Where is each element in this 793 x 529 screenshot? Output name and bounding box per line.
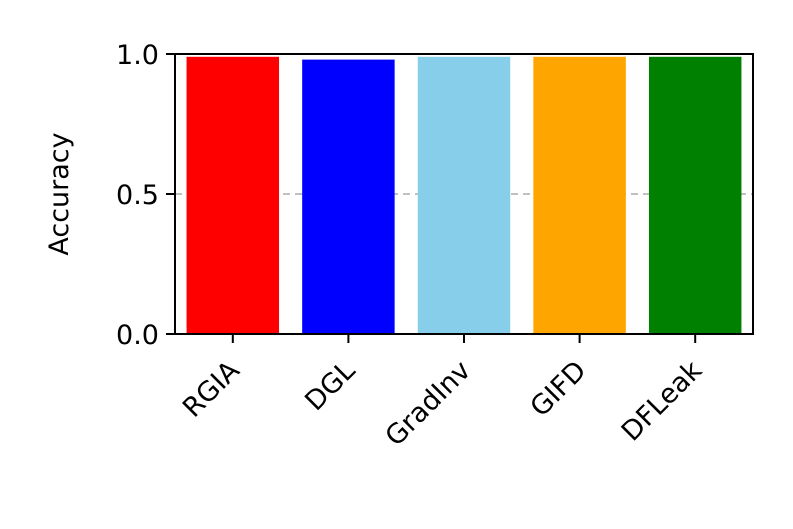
bar-dfleak bbox=[648, 56, 742, 335]
bar-gradinv bbox=[417, 56, 511, 335]
y-tick-label: 0.0 bbox=[116, 320, 159, 351]
y-tick-label: 1.0 bbox=[116, 40, 159, 71]
bar-gifd bbox=[533, 56, 626, 335]
x-tick-label: GradInv bbox=[380, 355, 477, 452]
x-ticks: RGIA DGL GradInv GIFD DFLeak bbox=[177, 334, 708, 452]
x-tick-label: RGIA bbox=[177, 355, 246, 424]
x-tick-label: DGL bbox=[299, 355, 361, 417]
x-tick-label: DFLeak bbox=[616, 355, 709, 448]
y-ticks: 0.0 0.5 1.0 bbox=[116, 40, 175, 351]
y-axis-label: Accuracy bbox=[44, 132, 75, 255]
x-tick-label: GIFD bbox=[525, 355, 593, 423]
bar-dgl bbox=[302, 59, 395, 334]
bars-layer bbox=[186, 56, 742, 335]
y-tick-label: 0.5 bbox=[116, 180, 159, 211]
bar-rgia bbox=[186, 56, 280, 335]
